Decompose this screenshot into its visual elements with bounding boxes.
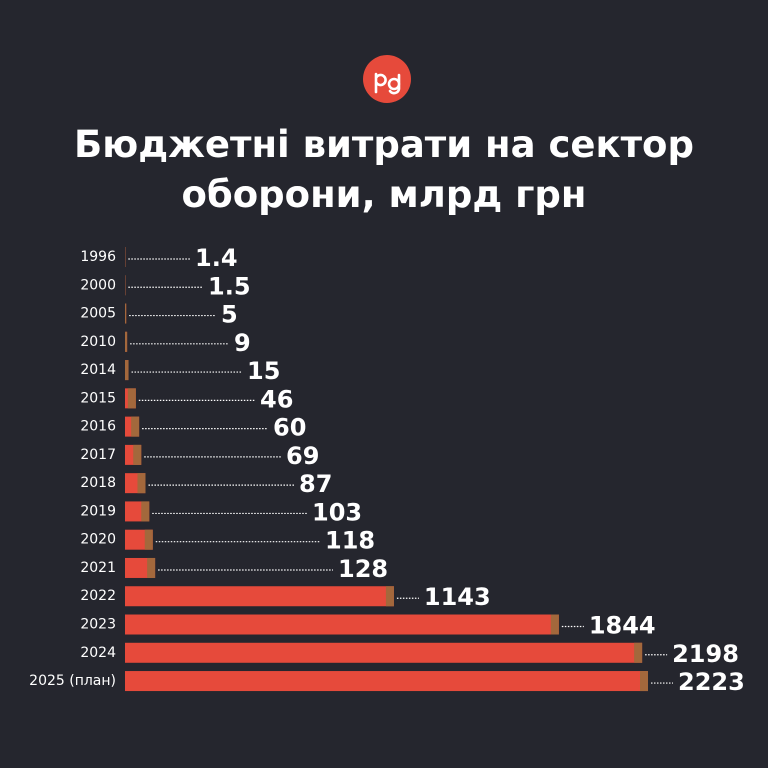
bar-tip xyxy=(640,671,648,692)
value-label: 46 xyxy=(260,385,293,413)
bar-tip xyxy=(385,586,394,607)
bar xyxy=(125,671,648,692)
logo xyxy=(363,55,411,103)
bar-tip xyxy=(144,529,153,550)
value-label: 103 xyxy=(312,498,362,526)
y-tick-label: 2016 xyxy=(80,419,116,435)
value-label: 1.4 xyxy=(195,244,238,272)
bar-tip xyxy=(147,557,156,578)
value-label: 1844 xyxy=(589,612,656,640)
value-label: 87 xyxy=(299,470,332,498)
y-tick-label: 2024 xyxy=(80,645,116,661)
bar xyxy=(125,642,643,663)
y-tick-label: 2023 xyxy=(80,617,116,633)
y-tick-label: 2015 xyxy=(80,390,116,406)
value-label: 15 xyxy=(247,357,280,385)
value-label: 128 xyxy=(338,555,388,583)
bar-tip xyxy=(125,303,127,324)
chart-title: Бюджетні витрати на сектор оборони, млрд… xyxy=(74,123,694,216)
value-label: 69 xyxy=(286,442,319,470)
y-tick-label: 2025 (план) xyxy=(29,673,116,689)
bar-tip xyxy=(141,501,150,522)
bar-tip xyxy=(550,614,559,635)
y-tick-label: 2019 xyxy=(80,503,116,519)
bar-tip xyxy=(131,416,140,437)
y-tick-label: 2022 xyxy=(80,588,116,604)
y-tick-label: 2018 xyxy=(80,475,116,491)
y-tick-label: 1996 xyxy=(80,249,116,265)
value-label: 118 xyxy=(325,527,375,555)
value-label: 9 xyxy=(234,329,251,357)
value-label: 2198 xyxy=(672,640,739,668)
y-tick-label: 2000 xyxy=(80,277,116,293)
value-label: 1.5 xyxy=(208,272,251,300)
value-label: 2223 xyxy=(678,668,745,696)
y-tick-label: 2014 xyxy=(80,362,116,378)
value-label: 1143 xyxy=(424,583,491,611)
bar-tip xyxy=(634,642,643,663)
bar-tip xyxy=(133,444,142,465)
bar-tip xyxy=(125,360,129,381)
y-tick-label: 2021 xyxy=(80,560,116,576)
bar-tip xyxy=(125,331,128,352)
y-tick-label: 2005 xyxy=(80,306,116,322)
y-tick-label: 2017 xyxy=(80,447,116,463)
y-tick-label: 2010 xyxy=(80,334,116,350)
bar-tip xyxy=(127,388,136,409)
logo-glyph xyxy=(374,72,401,95)
value-label: 60 xyxy=(273,414,306,442)
bar xyxy=(125,614,559,635)
logo-circle xyxy=(363,55,411,103)
y-tick-label: 2020 xyxy=(80,532,116,548)
value-label: 5 xyxy=(221,301,238,329)
bar-tip xyxy=(137,473,146,494)
bar xyxy=(125,586,394,607)
